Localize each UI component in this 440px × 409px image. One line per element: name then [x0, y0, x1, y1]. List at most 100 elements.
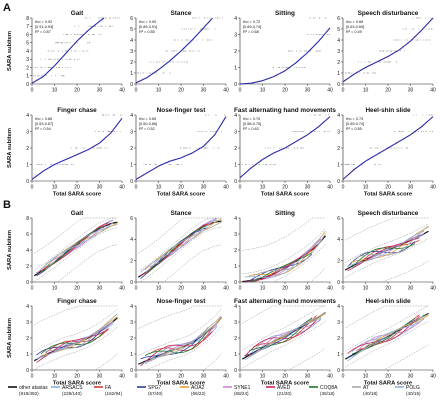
data-point — [351, 164, 353, 165]
data-point — [144, 180, 146, 182]
y-tick-label: 1 — [130, 162, 133, 168]
confidence-band — [34, 217, 118, 271]
y-tick-label: 2 — [337, 146, 340, 152]
data-point — [83, 147, 85, 149]
data-point — [418, 28, 420, 30]
panel-label-a: A — [3, 2, 11, 14]
legend-count: (57/40) — [148, 391, 163, 396]
legend-count: (65/22) — [191, 391, 206, 396]
data-point — [354, 180, 356, 182]
data-point — [287, 147, 289, 149]
series-line-polg — [140, 218, 218, 273]
data-point — [431, 131, 433, 132]
data-point — [37, 67, 38, 68]
data-point — [264, 147, 266, 149]
x-tick-label: 20 — [385, 185, 391, 191]
x-axis-label: Total SARA score — [53, 381, 102, 387]
data-point — [197, 50, 199, 52]
data-point — [104, 147, 106, 149]
data-point — [176, 50, 177, 52]
data-point — [208, 114, 210, 116]
y-tick-label: 1 — [130, 71, 133, 77]
y-tick-label: 1 — [234, 65, 237, 71]
data-point — [146, 72, 148, 74]
x-tick-label: 30 — [97, 286, 103, 292]
series-line-at — [149, 315, 222, 360]
data-point — [44, 67, 46, 68]
data-point — [197, 131, 198, 132]
series-line-at — [45, 313, 118, 352]
data-point — [176, 164, 178, 165]
data-point — [425, 28, 427, 30]
data-point — [184, 147, 186, 149]
data-point — [98, 17, 100, 19]
series-line-polg — [347, 318, 425, 362]
data-point — [277, 67, 279, 68]
data-point — [420, 17, 422, 19]
data-point — [50, 164, 52, 165]
data-point — [109, 25, 110, 27]
subplot-b-1: Gait 0 2 4 6 8 0 10 20 30 40 SARA subitem — [7, 210, 125, 292]
confidence-band — [34, 326, 118, 370]
data-point — [196, 39, 198, 41]
data-point — [112, 17, 114, 19]
fit-curve — [31, 17, 105, 84]
data-point — [79, 50, 81, 52]
data-point — [427, 28, 429, 30]
data-point — [50, 180, 52, 182]
y-tick-label: 3 — [26, 129, 29, 135]
x-tick-label: 40 — [430, 374, 436, 380]
confidence-band — [345, 344, 429, 371]
data-point — [213, 131, 215, 132]
series-line-aoa2 — [144, 218, 222, 271]
data-point — [36, 164, 38, 165]
data-point — [275, 164, 277, 165]
x-axis-label: Total SARA score — [157, 192, 206, 198]
data-point — [106, 114, 108, 116]
x-tick-label: 30 — [201, 88, 207, 94]
data-point — [103, 114, 105, 116]
data-point — [40, 75, 42, 77]
data-point — [428, 114, 430, 116]
data-point — [415, 114, 417, 116]
data-point — [255, 180, 257, 182]
series-line-at — [45, 223, 118, 270]
data-point — [183, 28, 185, 30]
data-point — [87, 50, 89, 52]
subplot-title: Finger chase — [57, 298, 97, 305]
data-point — [207, 147, 209, 149]
stats-text: [0.63-0.69] — [346, 25, 364, 29]
confidence-band — [34, 305, 118, 326]
y-axis-label: SARA subitem — [7, 128, 13, 168]
y-tick-label: 0 — [130, 280, 133, 286]
data-point — [202, 39, 203, 41]
y-tick-label: 0 — [337, 368, 340, 374]
data-point — [75, 147, 77, 149]
legend-label: ARSACS — [62, 385, 83, 391]
data-point — [368, 61, 369, 63]
data-point — [324, 114, 326, 116]
subplot-title: Fast alternating hand movements — [234, 298, 336, 305]
data-point — [73, 34, 75, 35]
series-line-aved — [36, 328, 109, 363]
data-point — [363, 72, 364, 74]
stats-text: R² = 0.87 — [35, 30, 51, 34]
data-point — [426, 131, 428, 132]
y-tick-label: 4 — [234, 113, 237, 119]
stats-text: [0.69-0.74] — [243, 25, 261, 29]
data-point — [198, 17, 200, 19]
data-point — [431, 114, 433, 116]
x-tick-label: 0 — [135, 374, 138, 380]
confidence-band — [138, 217, 222, 272]
x-tick-label: 10 — [52, 286, 58, 292]
data-point — [168, 164, 170, 165]
data-point — [410, 28, 412, 30]
data-point — [425, 131, 427, 132]
series-line-aved — [347, 315, 420, 354]
data-point — [288, 50, 290, 52]
y-tick-label: 4 — [26, 49, 29, 55]
x-tick-label: 20 — [178, 185, 184, 191]
data-point — [61, 75, 63, 77]
